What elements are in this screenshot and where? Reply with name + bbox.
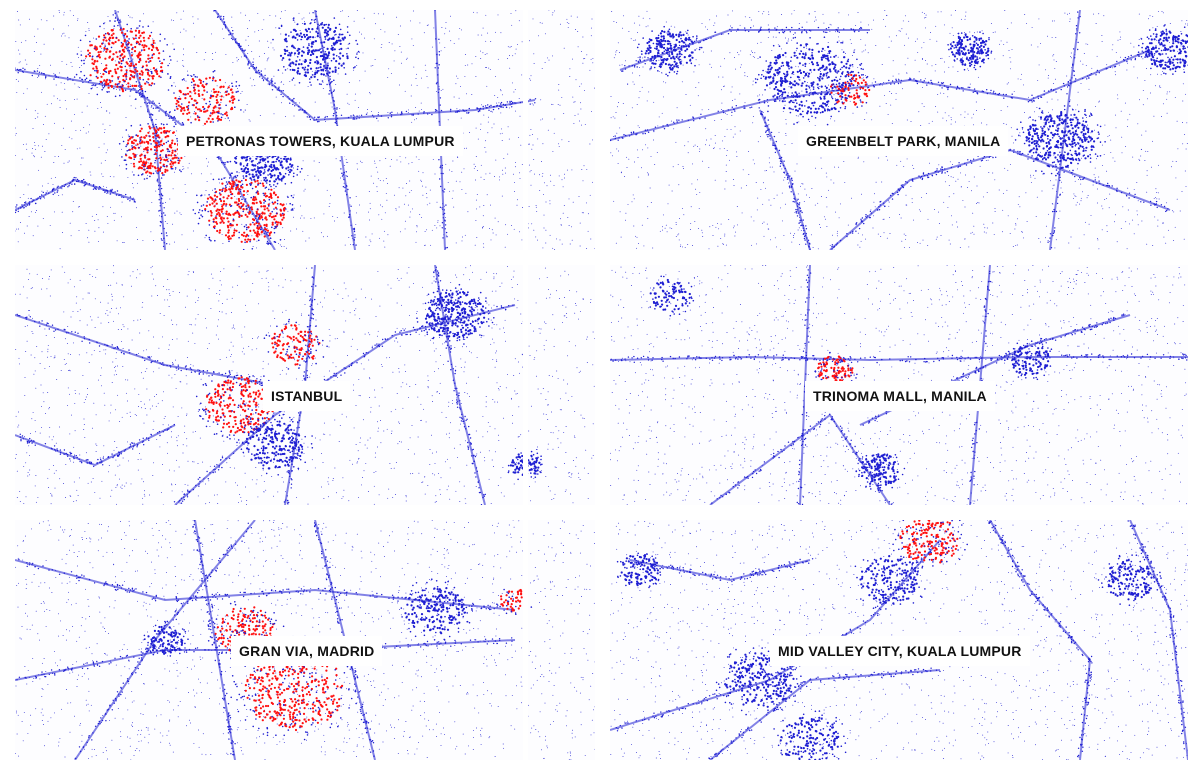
map-panel-petronas-towers[interactable]: PETRONAS TOWERS, KUALA LUMPUR <box>15 10 595 250</box>
map-label: GREENBELT PARK, MANILA <box>798 126 1009 156</box>
panel-separator <box>523 520 528 760</box>
map-label: MID VALLEY CITY, KUALA LUMPUR <box>770 636 1030 666</box>
map-label: GRAN VIA, MADRID <box>231 636 383 666</box>
panel-separator <box>523 265 528 505</box>
map-panel-mid-valley-city[interactable]: MID VALLEY CITY, KUALA LUMPUR <box>610 520 1188 760</box>
map-panel-istanbul[interactable]: ISTANBUL <box>15 265 595 505</box>
map-label: ISTANBUL <box>263 381 351 411</box>
density-map <box>610 10 1188 250</box>
map-panel-greenbelt-park[interactable]: GREENBELT PARK, MANILA <box>610 10 1188 250</box>
density-map <box>610 520 1188 760</box>
map-panel-gran-via[interactable]: GRAN VIA, MADRID <box>15 520 595 760</box>
density-map <box>15 10 595 250</box>
map-label: PETRONAS TOWERS, KUALA LUMPUR <box>178 126 463 156</box>
map-label: TRINOMA MALL, MANILA <box>805 381 995 411</box>
panel-separator <box>523 10 528 250</box>
map-panel-trinoma-mall[interactable]: TRINOMA MALL, MANILA <box>610 265 1188 505</box>
